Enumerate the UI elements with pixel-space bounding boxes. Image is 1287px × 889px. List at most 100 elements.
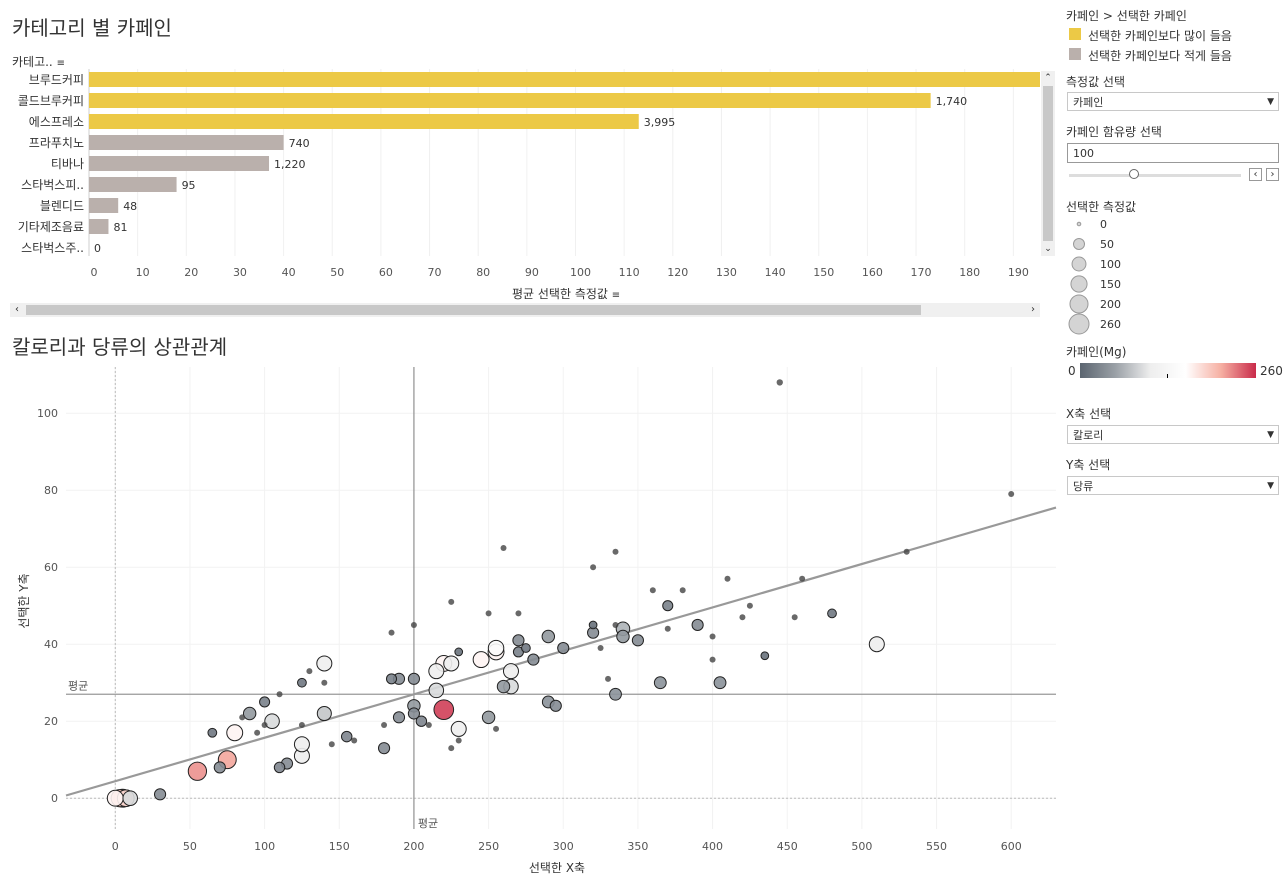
bar-x-tick-label: 160 (862, 266, 883, 279)
bar-category-label: 기타제조음료 (18, 220, 84, 234)
size-legend-label: 50 (1100, 238, 1114, 251)
bar-x-tick-label: 0 (91, 266, 98, 279)
measure-select[interactable]: 카페인 ▼ (1067, 92, 1279, 111)
color-legend-ramp (1080, 363, 1256, 378)
scatter-point (512, 634, 525, 647)
bar-x-title-label: 평균 선택한 측정값 (512, 287, 608, 301)
scatter-point (388, 629, 395, 636)
bar-category-label: 블렌디드 (40, 199, 84, 213)
color-legend-marker (1167, 374, 1168, 378)
scatter-point (679, 587, 686, 594)
scatter-point (487, 639, 505, 657)
scroll-thumb[interactable] (1043, 86, 1053, 241)
y-axis-select[interactable]: 당류 ▼ (1067, 476, 1279, 495)
scatter-point (122, 790, 138, 806)
chevron-down-icon: ▼ (1267, 97, 1274, 107)
y-select-label: Y축 선택 (1066, 458, 1111, 472)
scatter-point (242, 706, 257, 721)
x-axis-select[interactable]: 칼로리 ▼ (1067, 425, 1279, 444)
step-back-button[interactable]: ‹ (1249, 168, 1262, 181)
legend-title: 카페인 > 선택한 카페인 (1066, 9, 1187, 23)
bar-x-tick-label: 30 (233, 266, 247, 279)
scatter-point (653, 676, 667, 690)
scatter-point (616, 629, 630, 644)
caffeine-param-label: 카페인 함유량 선택 (1066, 125, 1162, 139)
scatter-point (776, 379, 783, 386)
scatter-point (541, 629, 556, 644)
bar-data-label: 740 (289, 137, 310, 150)
scatter-point (664, 625, 671, 632)
scatter-point (649, 587, 656, 594)
bar-x-tick-label: 110 (619, 266, 640, 279)
size-legend-circle (1072, 237, 1086, 251)
scroll-down-icon[interactable]: ⌄ (1044, 244, 1052, 254)
legend-more-swatch[interactable] (1069, 28, 1081, 40)
scatter-point (448, 745, 455, 752)
scatter-y-tick-label: 40 (44, 638, 58, 651)
bar-header-label: 카테고.. (12, 55, 53, 69)
scatter-point (187, 761, 208, 781)
scroll-up-icon[interactable]: ⌃ (1044, 73, 1052, 83)
scatter-point (316, 655, 333, 672)
bar (89, 135, 284, 150)
scatter-x-tick-label: 300 (553, 840, 574, 853)
scatter-point (590, 564, 597, 571)
scatter-x-tick-label: 50 (183, 840, 197, 853)
x-select-value: 칼로리 (1073, 429, 1104, 442)
scatter-point (226, 724, 244, 742)
legend-less-swatch[interactable] (1069, 48, 1081, 60)
scatter-point (485, 610, 492, 617)
legend-less-label[interactable]: 선택한 카페인보다 적게 들음 (1088, 49, 1232, 63)
sort-icon[interactable]: ≡ (56, 58, 65, 69)
scatter-point (713, 676, 727, 690)
bar-x-tick-label: 60 (379, 266, 393, 279)
measure-select-label: 측정값 선택 (1066, 75, 1126, 89)
step-forward-button[interactable]: › (1266, 168, 1279, 181)
scatter-point (328, 741, 335, 748)
scroll-thumb[interactable] (26, 305, 921, 315)
scatter-point (1008, 491, 1015, 498)
size-legend-circle (1069, 294, 1089, 314)
scatter-y-tick-label: 0 (51, 792, 58, 805)
bar-header[interactable]: 카테고.. ≡ (12, 53, 65, 70)
bar-chart-title: 카테고리 별 카페인 (12, 16, 172, 40)
scatter-point (746, 602, 753, 609)
caffeine-slider-track[interactable] (1069, 174, 1241, 177)
scatter-point (392, 711, 406, 724)
scatter-x-tick-label: 400 (702, 840, 723, 853)
bar-x-title[interactable]: 평균 선택한 측정값 ≡ (512, 285, 620, 302)
bar-category-label: 프라푸치노 (29, 136, 84, 150)
caffeine-slider-thumb[interactable] (1129, 169, 1140, 179)
scatter-x-tick-label: 250 (478, 840, 499, 853)
scatter-point (448, 598, 455, 605)
bar-horizontal-scrollbar[interactable]: ‹ › (10, 303, 1040, 317)
caffeine-param-input[interactable]: 100 (1067, 143, 1279, 163)
scatter-point (213, 761, 226, 774)
chevron-right-icon: › (1270, 169, 1275, 180)
scatter-point (306, 668, 313, 675)
caffeine-param-value: 100 (1073, 147, 1094, 160)
chevron-down-icon: ▼ (1267, 481, 1274, 491)
scroll-left-icon[interactable]: ‹ (15, 304, 19, 315)
bar-x-tick-label: 90 (525, 266, 539, 279)
scatter-x-tick-label: 550 (926, 840, 947, 853)
scatter-point (381, 722, 388, 729)
legend-more-label[interactable]: 선택한 카페인보다 많이 들음 (1088, 29, 1232, 43)
scatter-point (433, 699, 455, 720)
scatter-point (521, 643, 531, 653)
scatter-point (261, 722, 268, 729)
scatter-point (321, 679, 328, 686)
scatter-point (443, 655, 460, 672)
size-legend-label: 100 (1100, 258, 1121, 271)
sort-icon[interactable]: ≡ (611, 290, 621, 301)
bar-vertical-scrollbar[interactable]: ⌃ ⌄ (1041, 71, 1055, 256)
bar-category-label: 스타벅스피.. (21, 178, 84, 192)
scatter-point (527, 653, 540, 666)
bar (89, 198, 119, 213)
bar-x-tick-label: 20 (184, 266, 198, 279)
scatter-x-tick-label: 100 (254, 840, 275, 853)
scatter-point (868, 636, 885, 653)
scatter-point (377, 742, 391, 755)
scatter-point (588, 620, 598, 630)
scroll-right-icon[interactable]: › (1031, 304, 1035, 315)
